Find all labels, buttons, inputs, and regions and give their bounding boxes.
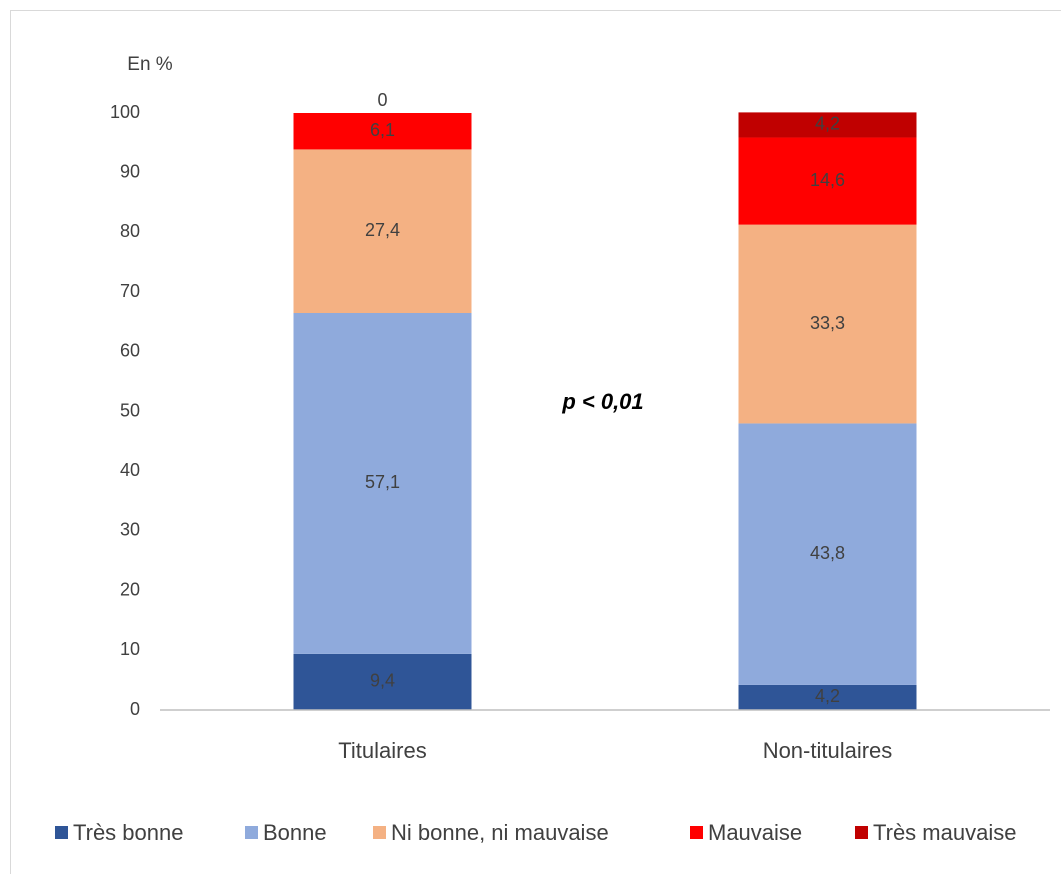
- bar-segment: [738, 684, 917, 710]
- bar-segment: [738, 423, 917, 685]
- bar-segment: [738, 224, 917, 424]
- bar-segment: [293, 113, 472, 150]
- bar-segment: [738, 137, 917, 225]
- y-tick-label: 30: [120, 520, 140, 540]
- legend-label: Très mauvaise: [873, 820, 1016, 845]
- legend-swatch: [55, 826, 68, 839]
- y-tick-label: 20: [120, 579, 140, 599]
- data-label: 27,4: [365, 220, 400, 240]
- bar-segment: [293, 653, 472, 710]
- legend-swatch: [245, 826, 258, 839]
- data-label: 4,2: [815, 114, 840, 134]
- legend-swatch: [855, 826, 868, 839]
- y-tick-label: 50: [120, 400, 140, 420]
- legend-swatch: [690, 826, 703, 839]
- legend-swatch: [373, 826, 386, 839]
- data-label: 43,8: [810, 543, 845, 563]
- data-label: 0: [377, 90, 387, 110]
- data-label: 33,3: [810, 313, 845, 333]
- data-label: 57,1: [365, 472, 400, 492]
- bar-segment: [293, 149, 472, 313]
- y-tick-label: 40: [120, 460, 140, 480]
- y-tick-label: 100: [110, 102, 140, 122]
- y-tick-label: 80: [120, 221, 140, 241]
- bar-segment: [738, 112, 917, 138]
- legend-label: Ni bonne, ni mauvaise: [391, 820, 609, 845]
- legend-label: Mauvaise: [708, 820, 802, 845]
- y-axis-label: En %: [127, 54, 173, 75]
- annotation: p < 0,01: [561, 389, 643, 414]
- y-tick-label: 10: [120, 639, 140, 659]
- x-tick-label: Titulaires: [338, 738, 426, 763]
- chart-frame: [10, 10, 1061, 874]
- x-tick-label: Non-titulaires: [763, 738, 893, 763]
- y-tick-label: 0: [130, 699, 140, 719]
- bar-segment: [293, 312, 472, 654]
- data-label: 9,4: [370, 671, 395, 691]
- legend-label: Très bonne: [73, 820, 183, 845]
- legend-label: Bonne: [263, 820, 327, 845]
- data-label: 6,1: [370, 120, 395, 140]
- data-label: 4,2: [815, 686, 840, 706]
- y-tick-label: 60: [120, 341, 140, 361]
- y-tick-label: 70: [120, 281, 140, 301]
- y-tick-label: 90: [120, 161, 140, 181]
- data-label: 14,6: [810, 170, 845, 190]
